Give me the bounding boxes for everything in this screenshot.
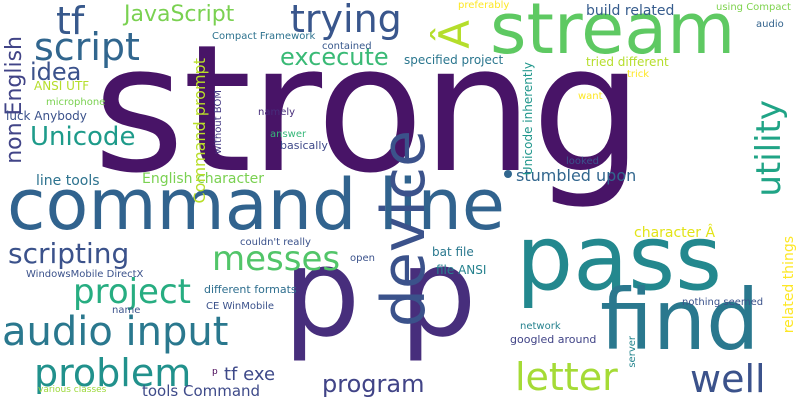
word-excecute: excecute: [280, 43, 389, 71]
word-nothing-seemed: nothing seemed: [682, 297, 764, 308]
word-file-ansi: file ANSI: [436, 263, 487, 277]
word-trick: trick: [627, 69, 650, 80]
word-stream: stream: [490, 0, 736, 70]
word-tf-exe: tf exe: [224, 364, 276, 385]
word-utility: utility: [749, 100, 789, 197]
word-answer: answer: [270, 129, 307, 140]
word-different-formats: different formats: [204, 283, 297, 296]
word-without-bom: without BOM: [213, 90, 224, 154]
word-command-line: command line: [7, 164, 505, 246]
word-audio-input: audio input: [2, 309, 229, 355]
word-device: device: [369, 130, 439, 328]
word-build-related: build related: [586, 3, 675, 19]
word-namely: namely: [258, 107, 296, 118]
word-tools-command: tools Command: [142, 382, 261, 400]
word-non-english: non English: [2, 36, 27, 164]
word-well: well: [690, 357, 766, 400]
word-couldnt-really: couldn't really: [240, 237, 311, 248]
word-network: network: [520, 321, 561, 332]
word-stumbled-upon: stumbled upon: [516, 166, 637, 185]
word-pass: pass: [516, 206, 723, 311]
word-dot: [504, 170, 512, 178]
word-ansi-utf: ANSI UTF: [34, 79, 90, 93]
word-a-vertical: Â: [430, 20, 479, 49]
word-p-p: p p: [283, 222, 477, 364]
word-unicode-inherently: Unicode inherently: [521, 62, 535, 176]
word-project: project: [73, 272, 192, 312]
word-name: name: [112, 305, 141, 316]
word-microphone: microphone: [46, 97, 106, 108]
word-compact-framework: Compact Framework: [212, 31, 316, 42]
word-specified-project: specified project: [404, 53, 504, 67]
word-ce-winmobile: CE WinMobile: [206, 301, 275, 312]
word-want: want: [578, 91, 603, 102]
word-looked: looked: [566, 156, 599, 167]
word-contained: contained: [322, 41, 372, 52]
word-english-character: English character: [142, 171, 265, 187]
word-preferably: preferably: [458, 0, 510, 11]
word-googled-around: googled around: [510, 333, 597, 346]
word-various-classes: various classes: [38, 385, 107, 395]
word-windowsmobile-directx: WindowsMobile DirectX: [26, 269, 144, 280]
word-tf: tf: [56, 0, 85, 43]
word-javascript: JavaScript: [124, 2, 235, 27]
word-tried-different: tried different: [586, 55, 669, 69]
word-character-a: character Â: [634, 225, 716, 241]
word-script: script: [34, 25, 140, 69]
word-p-small: p: [212, 367, 218, 377]
word-using-compact: using Compact: [716, 2, 791, 13]
word-idea: idea: [30, 58, 82, 86]
word-program: program: [322, 370, 425, 398]
word-strong: strong: [93, 7, 643, 212]
word-command-prompt: Command prompt: [190, 58, 209, 204]
word-luck-anybody: luck Anybody: [6, 109, 87, 123]
word-line-tools: line tools: [36, 173, 100, 189]
word-related-things: related things: [781, 236, 797, 334]
word-trying: trying: [290, 0, 402, 41]
word-messes: messes: [212, 239, 341, 279]
word-basically: basically: [280, 139, 328, 152]
word-open: open: [350, 253, 375, 264]
word-bat-file: bat file: [432, 245, 474, 259]
word-scripting: scripting: [8, 237, 130, 270]
word-problem: problem: [34, 351, 192, 395]
word-find: find: [600, 271, 760, 369]
word-audio: audio: [756, 19, 784, 30]
word-server: server: [627, 336, 638, 368]
word-unicode: Unicode: [30, 122, 136, 152]
word-letter: letter: [515, 355, 618, 399]
